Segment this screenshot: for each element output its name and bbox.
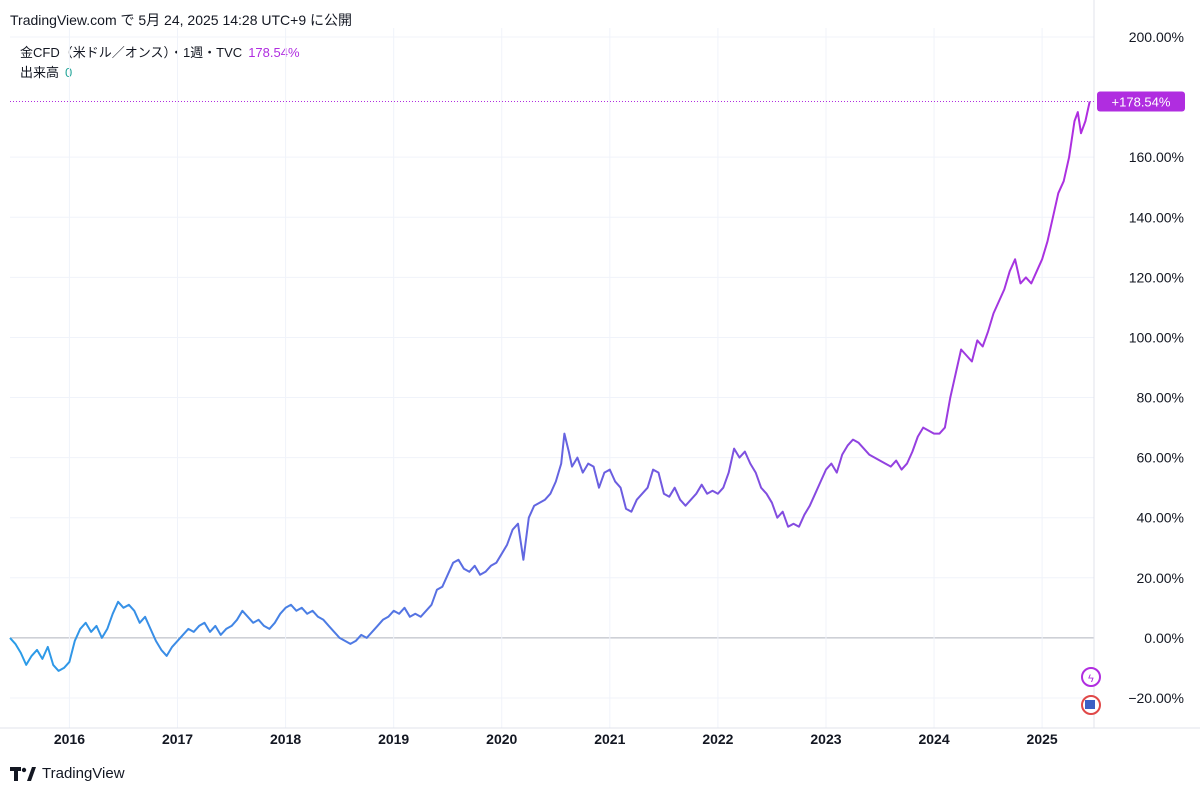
series-line-0 bbox=[9, 101, 1091, 672]
x-tick-label: 2021 bbox=[594, 731, 625, 747]
y-tick-label: 60.00% bbox=[1137, 450, 1184, 466]
x-tick-label: 2020 bbox=[486, 731, 517, 747]
series-layer bbox=[9, 101, 1091, 672]
tool-icons[interactable]: ϟ bbox=[1081, 667, 1101, 715]
y-tick-label: −20.00% bbox=[1128, 690, 1184, 706]
symbol-legend[interactable]: 金CFD（米ドル／オンス）・1週・TVC 178.54% bbox=[20, 42, 300, 61]
y-tick-label: 100.00% bbox=[1129, 329, 1184, 345]
y-tick-label: 160.00% bbox=[1129, 149, 1184, 165]
lightning-icon[interactable] bbox=[1081, 667, 1101, 687]
x-tick-label: 2018 bbox=[270, 731, 301, 747]
y-axis[interactable]: 200.00% 160.00% 140.00% 120.00% 100.00% 80.00… bbox=[1128, 29, 1184, 706]
x-tick-label: 2016 bbox=[54, 731, 85, 747]
footer-brand[interactable]: TradingView bbox=[10, 765, 125, 782]
x-tick-label: 2024 bbox=[918, 731, 949, 747]
y-tick-label: 120.00% bbox=[1129, 269, 1184, 285]
y-tick-label: 20.00% bbox=[1137, 570, 1184, 586]
grid-lines bbox=[0, 0, 1200, 729]
symbol-value: 178.54% bbox=[248, 45, 300, 60]
x-tick-label: 2017 bbox=[162, 731, 193, 747]
published-header: TradingView.com で 5月 24, 2025 14:28 UTC+… bbox=[10, 12, 352, 28]
x-tick-label: 2023 bbox=[810, 731, 841, 747]
footer-brand-text: TradingView bbox=[42, 765, 125, 782]
us-flag-glyph bbox=[1085, 700, 1095, 709]
x-tick-label: 2019 bbox=[378, 731, 409, 747]
volume-legend[interactable]: 出来高 0 bbox=[20, 62, 72, 81]
y-tick-label: 40.00% bbox=[1137, 510, 1184, 526]
symbol-name: 金CFD（米ドル／オンス）・1週・TVC bbox=[20, 45, 243, 60]
y-tick-label: 140.00% bbox=[1129, 209, 1184, 225]
tradingview-logo-icon bbox=[10, 766, 36, 781]
last-value-layer: +178.54% bbox=[10, 91, 1185, 112]
y-tick-label: 0.00% bbox=[1144, 630, 1184, 646]
lightning-glyph: ϟ bbox=[1088, 673, 1094, 685]
y-tick-label: 80.00% bbox=[1137, 390, 1184, 406]
volume-label: 出来高 bbox=[20, 65, 60, 80]
x-tick-label: 2022 bbox=[702, 731, 733, 747]
x-tick-label: 2025 bbox=[1027, 731, 1058, 747]
last-value-label: +178.54% bbox=[1112, 94, 1171, 109]
x-axis[interactable]: 2016 2017 2018 2019 2020 2021 2022 2023 2024 2025 bbox=[54, 731, 1058, 747]
last-value-badge bbox=[1097, 91, 1185, 112]
y-tick-label: 200.00% bbox=[1129, 29, 1184, 45]
volume-value: 0 bbox=[65, 65, 73, 80]
